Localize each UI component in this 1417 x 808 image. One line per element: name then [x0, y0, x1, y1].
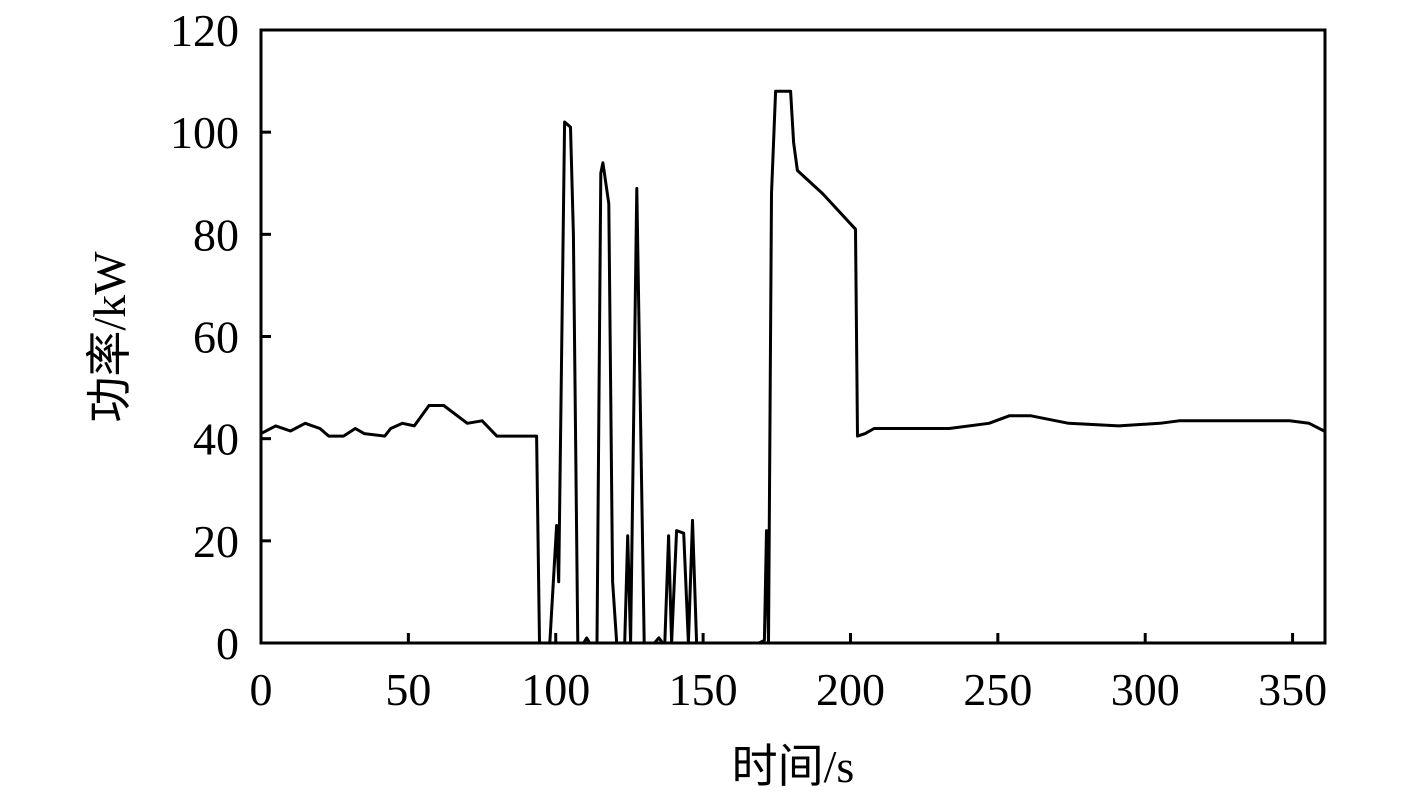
y-tick-label: 120	[170, 5, 239, 56]
x-tick-label: 150	[669, 664, 738, 715]
y-tick-label: 0	[216, 618, 239, 669]
x-tick-label: 50	[385, 664, 431, 715]
x-tick-label: 250	[963, 664, 1032, 715]
y-tick-label: 80	[193, 209, 239, 260]
data-line	[260, 89, 1325, 645]
x-tick-label: 300	[1111, 664, 1180, 715]
x-tick-label: 0	[250, 664, 273, 715]
y-tick-label: 20	[193, 516, 239, 567]
x-tick-label: 200	[816, 664, 885, 715]
y-axis-label: 功率/kW	[84, 251, 135, 423]
y-tick-label: 100	[170, 107, 239, 158]
x-axis-label: 时间/s	[732, 741, 855, 792]
x-tick-label: 100	[521, 664, 590, 715]
y-tick-label: 40	[193, 414, 239, 465]
y-tick-label: 60	[193, 312, 239, 363]
x-tick-label: 350	[1258, 664, 1327, 715]
